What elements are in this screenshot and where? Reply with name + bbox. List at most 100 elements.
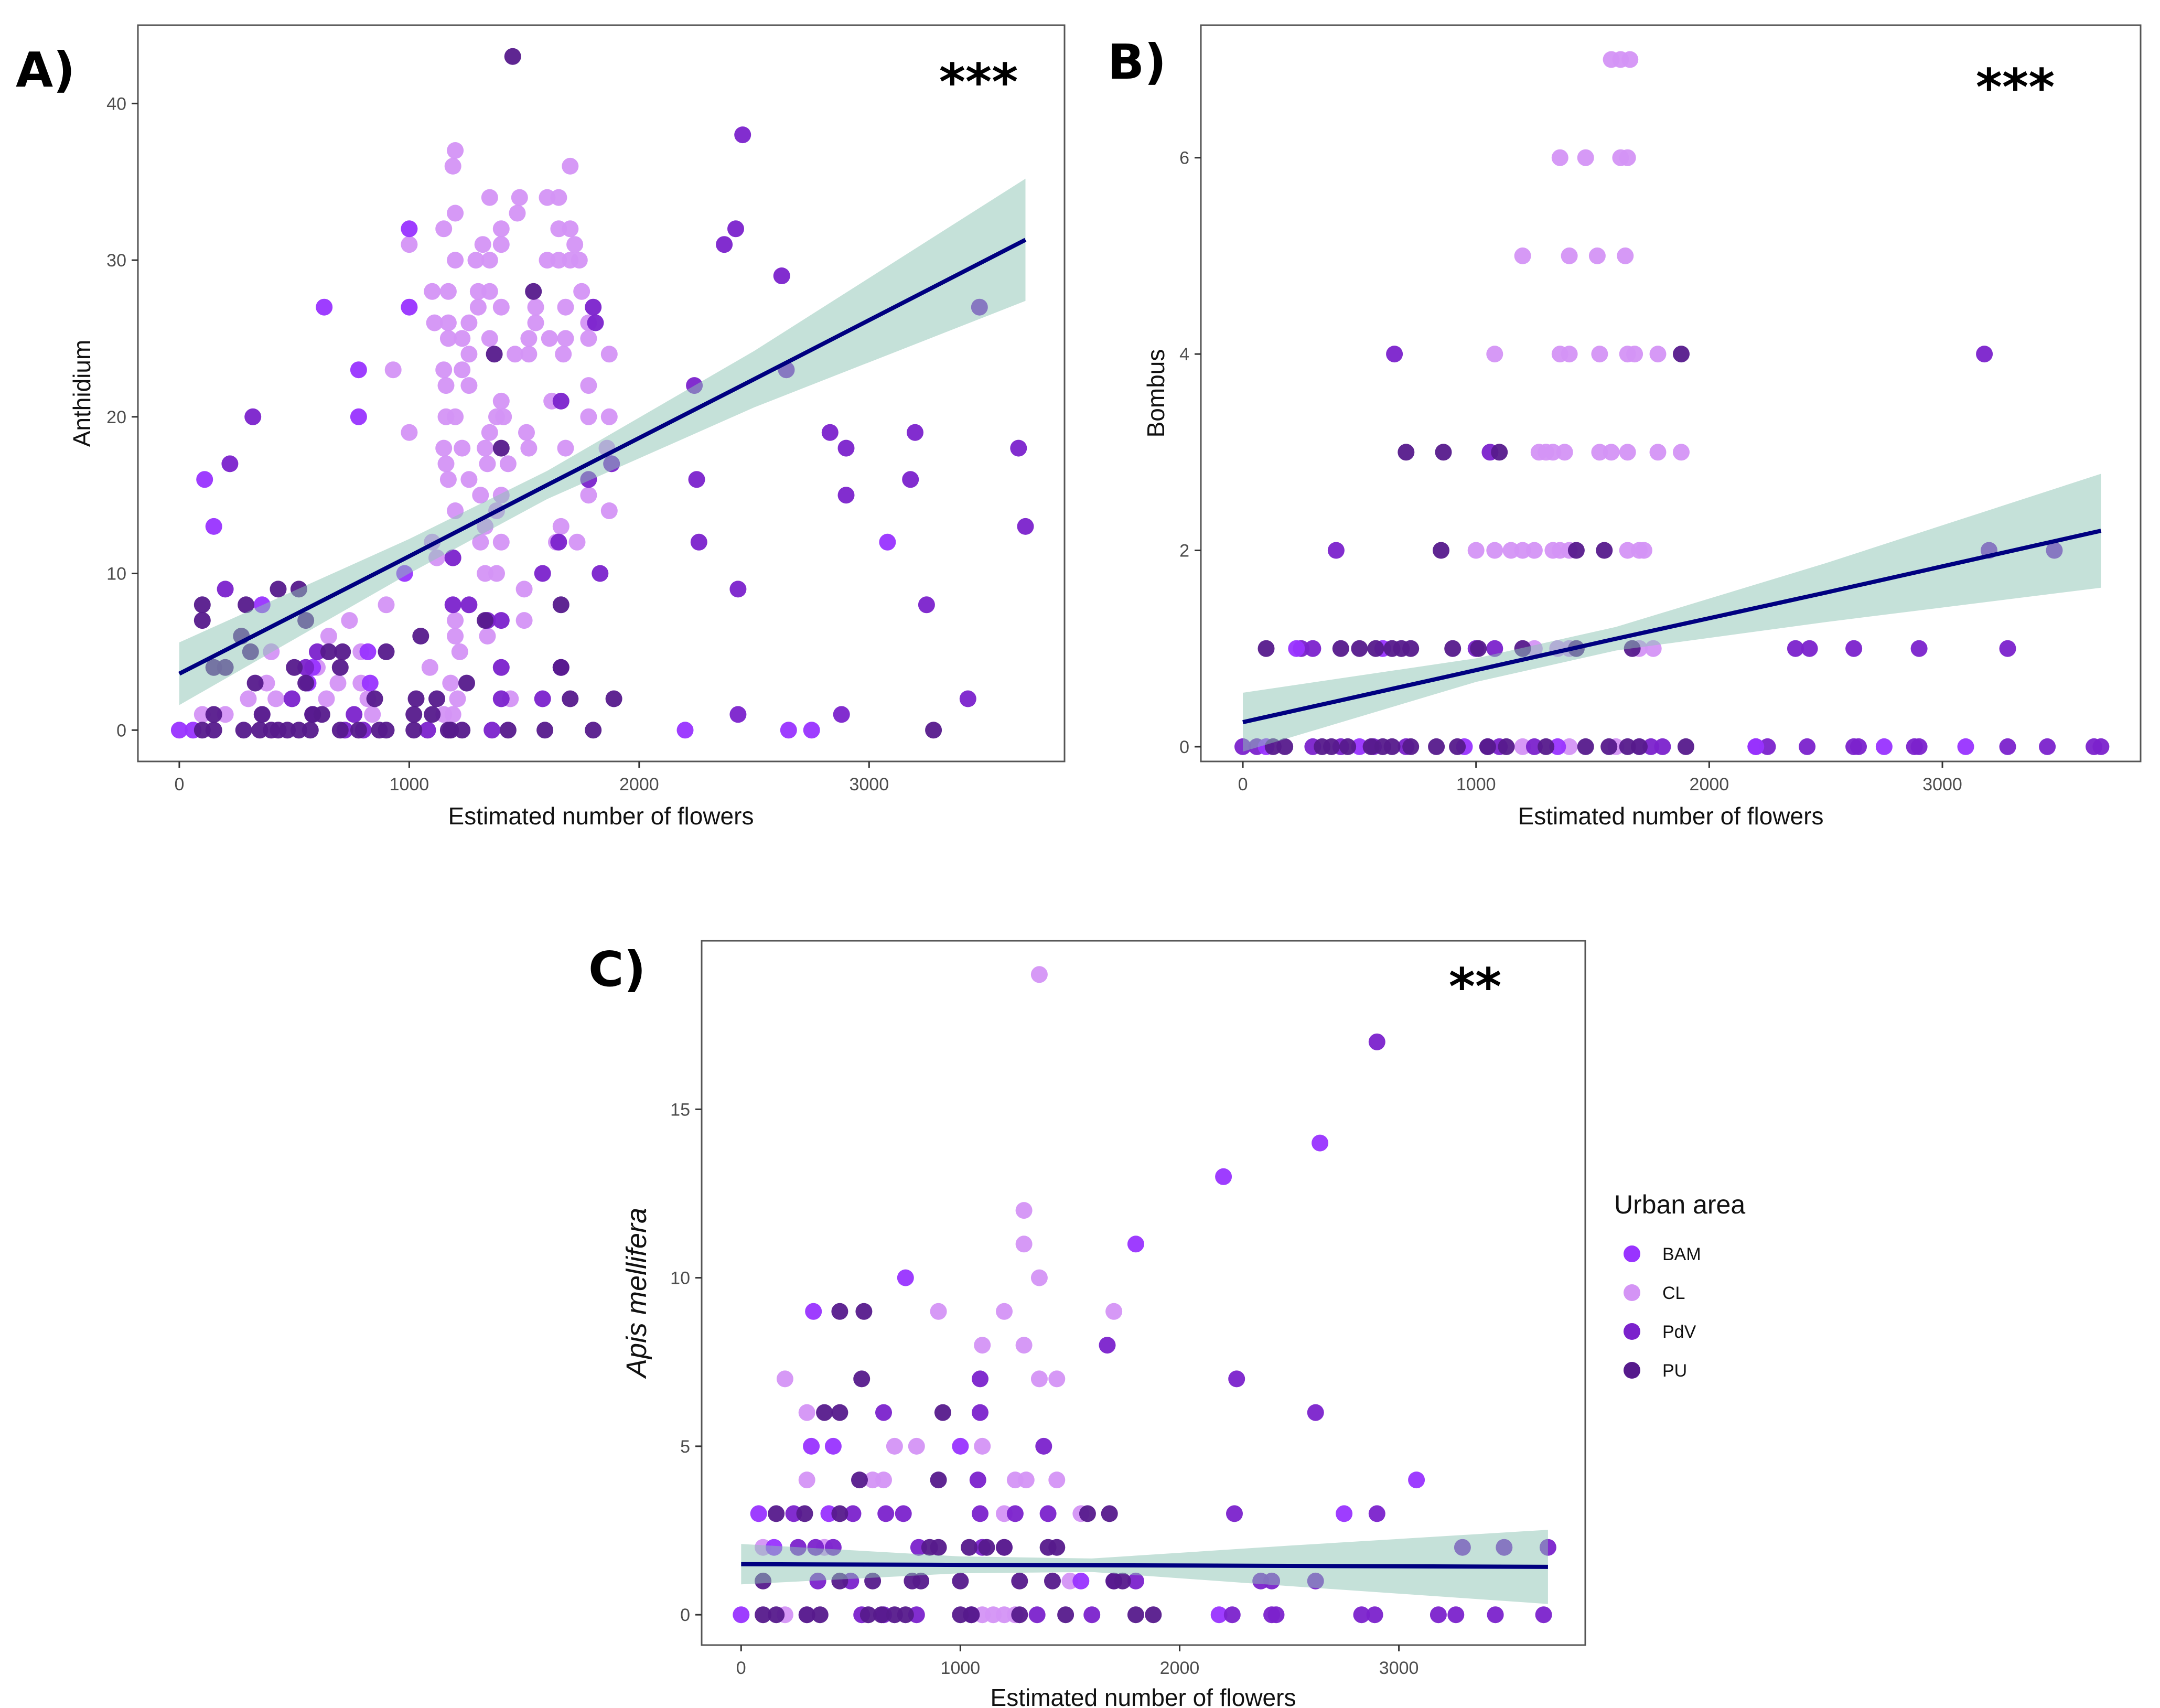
point-pu — [1449, 738, 1466, 755]
point-cl — [1591, 444, 1608, 461]
point-pdv — [1910, 640, 1928, 657]
point-pu — [831, 1303, 848, 1320]
point-cl — [1105, 1303, 1123, 1320]
point-cl — [996, 1303, 1013, 1320]
point-pdv — [727, 220, 744, 238]
point-pdv — [1028, 1606, 1046, 1624]
point-pu — [442, 722, 459, 739]
legend-label-cl: CL — [1662, 1283, 1685, 1303]
point-cl — [421, 659, 438, 676]
point-cl — [539, 252, 556, 269]
y-tick-label: 4 — [1179, 345, 1189, 364]
point-pdv — [1368, 1505, 1385, 1522]
points-b — [1234, 51, 2110, 755]
point-pu — [1402, 738, 1420, 755]
point-pdv — [550, 533, 567, 551]
point-cl — [364, 706, 381, 723]
point-pdv — [1226, 1505, 1243, 1522]
point-cl — [451, 643, 468, 660]
panel-label-c: C) — [588, 941, 646, 997]
point-pdv — [1304, 640, 1321, 657]
y-tick-label: 0 — [680, 1605, 690, 1625]
point-bam — [803, 1437, 820, 1455]
point-pu — [1567, 542, 1585, 559]
x-tick-label: 0 — [1238, 775, 1248, 794]
point-pu — [1631, 738, 1648, 755]
point-cl — [472, 533, 489, 551]
point-pdv — [492, 690, 510, 707]
point-cl — [1015, 1337, 1033, 1354]
significance-c: ** — [1449, 958, 1501, 1016]
point-cl — [320, 628, 337, 644]
point-bam — [1288, 640, 1305, 657]
plot-frame-c — [701, 940, 1586, 1646]
x-tick-label: 1000 — [941, 1658, 981, 1678]
point-pu — [251, 722, 268, 739]
point-pu — [1619, 738, 1636, 755]
point-bam — [803, 722, 820, 739]
point-pdv — [221, 455, 239, 472]
point-cl — [1619, 444, 1636, 461]
point-pu — [286, 659, 303, 676]
point-pdv — [309, 643, 326, 660]
point-cl — [541, 330, 558, 347]
point-pu — [499, 722, 517, 739]
point-pu — [1332, 640, 1349, 657]
point-pu — [1044, 1572, 1061, 1589]
point-cl — [1556, 444, 1573, 461]
point-pdv — [1353, 1606, 1370, 1624]
point-pu — [1351, 640, 1368, 657]
point-cl — [481, 283, 498, 300]
point-bam — [196, 471, 213, 488]
point-bam — [1747, 738, 1765, 755]
point-pdv — [972, 1404, 988, 1421]
point-cl — [481, 424, 498, 441]
point-cl — [573, 283, 590, 300]
point-bam — [170, 722, 188, 739]
point-bam — [1210, 1606, 1228, 1624]
point-cl — [435, 361, 453, 379]
point-pdv — [688, 471, 705, 488]
legend-key-cl — [1624, 1284, 1640, 1301]
point-pu — [194, 612, 211, 629]
point-pu — [768, 1505, 785, 1522]
point-pdv — [1035, 1437, 1052, 1455]
point-cl — [477, 439, 494, 457]
point-pu — [405, 722, 423, 739]
point-cl — [460, 314, 478, 331]
point-pu — [1276, 738, 1294, 755]
point-pdv — [1976, 346, 1993, 363]
point-pu — [194, 596, 211, 614]
point-pu — [1491, 444, 1508, 461]
point-pu — [194, 722, 211, 739]
point-cl — [384, 361, 402, 379]
point-cl — [447, 628, 464, 644]
point-bam — [750, 1505, 767, 1522]
point-cl — [439, 314, 457, 331]
point-cl — [472, 487, 489, 504]
point-cl — [477, 565, 494, 582]
point-cl — [1030, 966, 1048, 983]
point-cl — [426, 314, 443, 331]
panel-c: C) ** Estimated number of flowers Apis m… — [588, 940, 1586, 1708]
point-pdv — [902, 471, 919, 488]
point-pdv — [1127, 1572, 1144, 1589]
x-axis-title-b: Estimated number of flowers — [1518, 802, 1824, 830]
point-pdv — [1430, 1606, 1447, 1624]
point-bam — [824, 1437, 842, 1455]
point-cl — [515, 581, 533, 598]
point-cl — [1591, 346, 1608, 363]
point-pu — [366, 690, 383, 707]
point-pu — [768, 1606, 785, 1624]
point-cl — [447, 205, 464, 222]
point-pdv — [1307, 1404, 1324, 1421]
point-pu — [1362, 738, 1380, 755]
point-cl — [557, 439, 574, 457]
point-pdv — [1386, 346, 1403, 363]
y-tick-label: 20 — [106, 407, 126, 427]
point-cl — [557, 298, 574, 316]
point-cl — [481, 252, 498, 269]
point-cl — [555, 346, 572, 363]
point-pu — [1596, 542, 1613, 559]
legend-label-pu: PU — [1662, 1361, 1687, 1381]
